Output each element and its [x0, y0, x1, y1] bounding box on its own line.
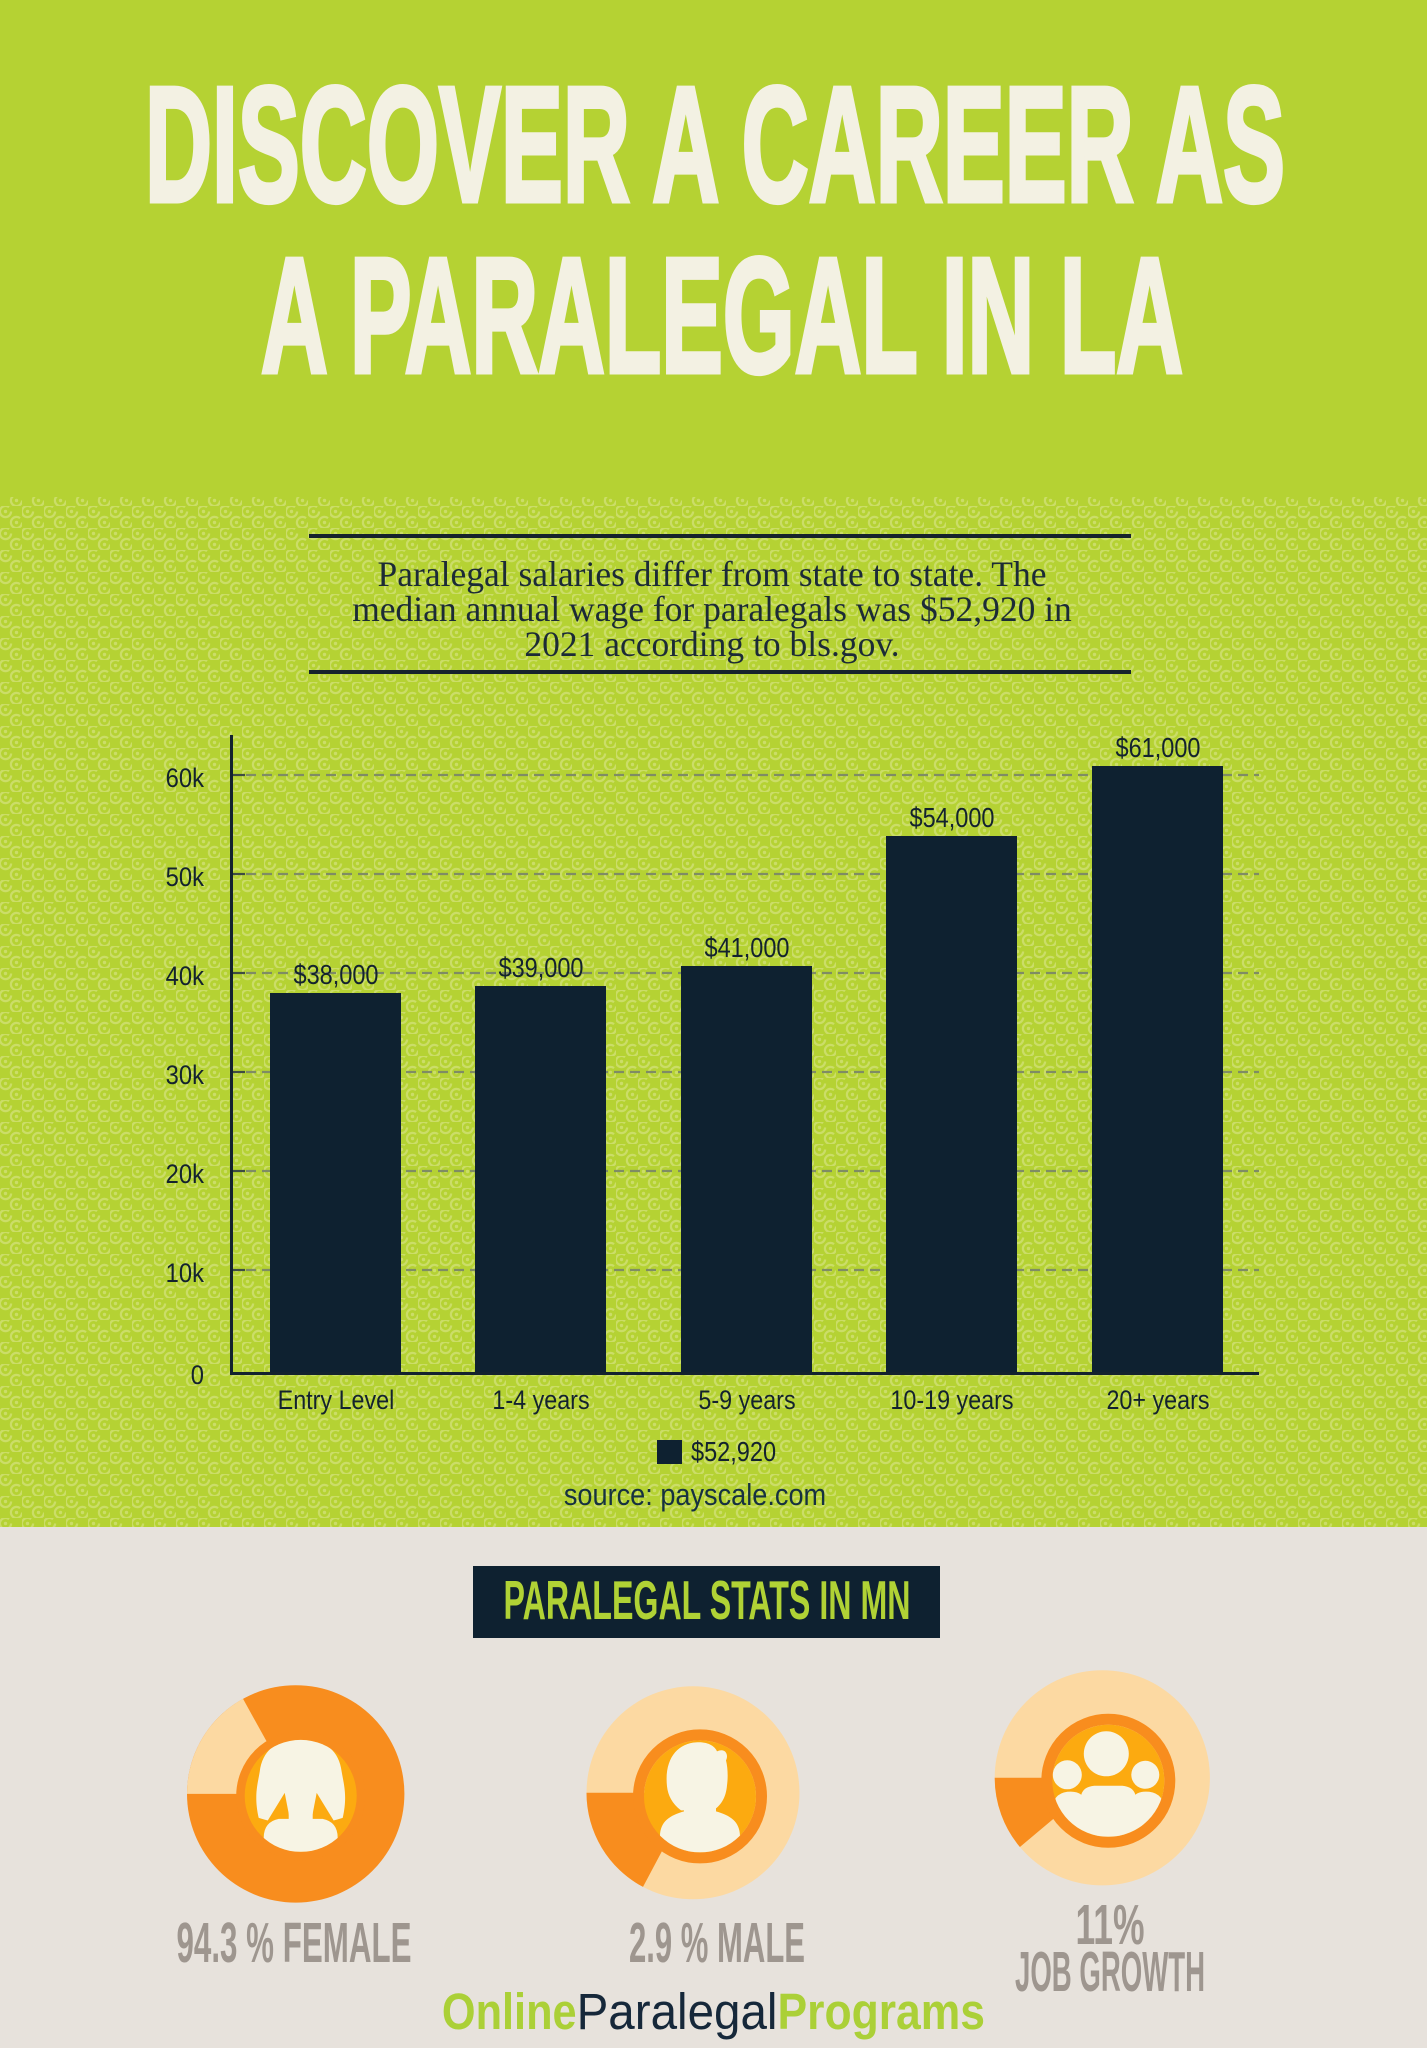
svg-text:Programs: Programs — [778, 1983, 986, 2040]
svg-text:DISCOVER A CAREER AS: DISCOVER A CAREER AS — [145, 53, 1285, 236]
svg-text:2.9 % MALE: 2.9 % MALE — [629, 1911, 805, 1975]
svg-text:A PARALEGAL IN LA: A PARALEGAL IN LA — [261, 224, 1183, 407]
svg-text:11%: 11% — [1076, 1893, 1145, 1957]
svg-text:Paralegal: Paralegal — [577, 1983, 778, 2040]
svg-text:PARALEGAL STATS IN MN: PARALEGAL STATS IN MN — [504, 1569, 911, 1631]
svg-text:Online: Online — [442, 1983, 577, 2040]
svg-text:JOB GROWTH: JOB GROWTH — [1015, 1940, 1205, 2004]
svg-text:94.3 % FEMALE: 94.3 % FEMALE — [177, 1911, 412, 1975]
